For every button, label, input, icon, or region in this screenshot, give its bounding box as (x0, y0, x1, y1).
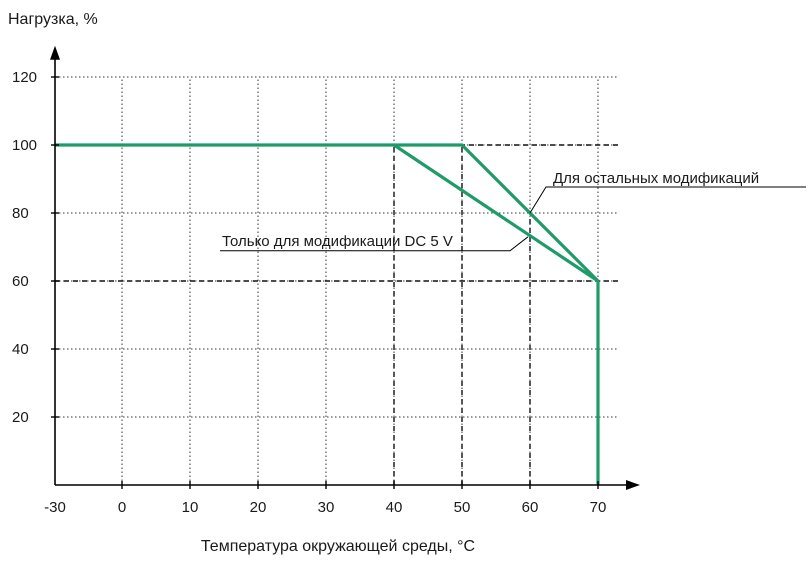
y-tick-label: 100 (12, 137, 37, 154)
x-tick-label: -30 (44, 499, 66, 516)
axes-layer: 20 40 60 80 100 120 -30 0 10 20 30 40 50 60 70 (12, 45, 640, 516)
x-tick-label: 30 (318, 499, 335, 516)
y-tick-label: 80 (12, 205, 29, 222)
annotation-label-1: Для остальных модификаций (553, 170, 759, 187)
annotation-leader-1 (529, 186, 806, 214)
y-axis-arrow (50, 45, 60, 60)
annotation-leader-2 (220, 236, 529, 252)
x-axis-title: Температура окружающей среды, °C (201, 538, 475, 555)
series-line-2 (393, 143, 599, 283)
x-tick-label: 0 (118, 499, 126, 516)
y-axis-title: Нагрузка, % (8, 11, 98, 28)
y-tick-label: 40 (12, 341, 29, 358)
x-tick-label: 60 (522, 499, 539, 516)
x-axis-arrow (626, 480, 640, 490)
reference-lines (55, 144, 619, 485)
y-tick-label: 20 (12, 409, 29, 426)
annotation-layer: Для остальных модификаций Только для моди… (220, 170, 806, 252)
x-tick-label: 20 (250, 499, 267, 516)
y-tick-label: 120 (12, 69, 37, 86)
x-tick-label: 40 (386, 499, 403, 516)
x-tick-label: 50 (454, 499, 471, 516)
y-tick-label: 60 (12, 273, 29, 290)
annotation-label-2: Только для модификации DC 5 V (222, 233, 453, 250)
x-tick-label: 10 (182, 499, 199, 516)
x-tick-label: 70 (590, 499, 607, 516)
